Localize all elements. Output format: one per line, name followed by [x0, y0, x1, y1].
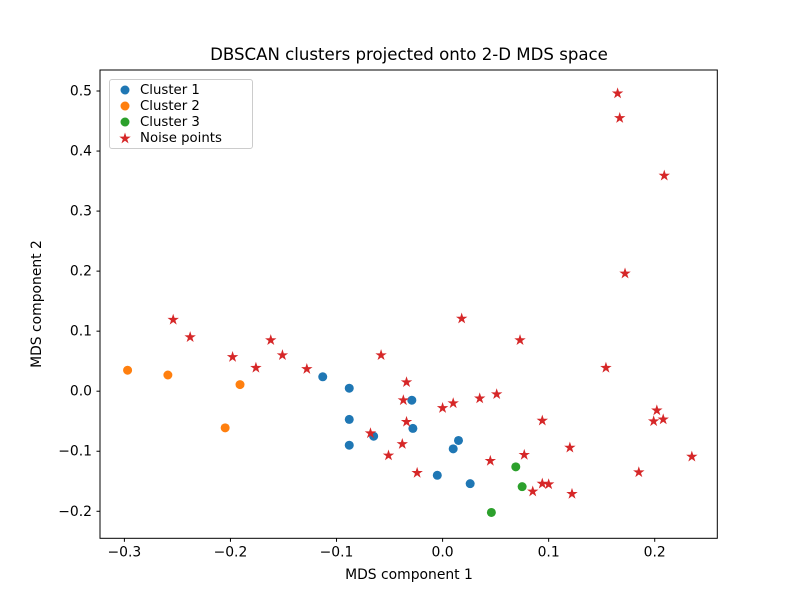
data-point	[276, 349, 289, 361]
data-point	[344, 414, 354, 424]
data-point	[167, 313, 179, 325]
data-point	[226, 350, 239, 362]
x-tick-label: 0.1	[538, 544, 560, 560]
legend-item-cluster-1: Cluster 1	[110, 82, 252, 98]
series-cluster-3	[486, 462, 527, 517]
data-point	[514, 334, 526, 346]
data-point	[536, 477, 548, 489]
data-point	[490, 388, 503, 400]
data-point	[566, 487, 578, 499]
data-point	[397, 394, 410, 406]
data-point	[220, 423, 230, 433]
data-point	[536, 414, 548, 426]
data-point	[432, 470, 442, 480]
data-point	[657, 413, 669, 425]
legend-label: Noise points	[140, 130, 222, 146]
x-tick-label: 0.2	[644, 544, 666, 560]
y-tick-label: 0.4	[70, 144, 92, 160]
x-tick-label: −0.3	[108, 544, 142, 560]
legend-label: Cluster 2	[140, 98, 200, 114]
data-point	[511, 462, 521, 472]
data-point	[123, 365, 133, 375]
data-point	[344, 383, 354, 393]
data-point	[518, 448, 530, 460]
data-point	[486, 507, 496, 517]
star-icon	[110, 130, 140, 146]
axes-frame	[99, 69, 718, 539]
series-cluster-2	[123, 365, 245, 433]
legend-item-cluster-3: Cluster 3	[110, 114, 252, 130]
data-point	[614, 112, 626, 123]
data-point	[465, 479, 475, 489]
data-point	[564, 441, 576, 453]
data-point	[408, 423, 418, 433]
x-axis-label: MDS component 1	[345, 567, 473, 583]
x-tick-label: −0.2	[214, 544, 248, 560]
legend-item-cluster-2: Cluster 2	[110, 98, 252, 114]
y-tick-label: 0.5	[70, 84, 92, 100]
legend-label: Cluster 1	[140, 82, 200, 98]
circle-icon	[110, 114, 140, 130]
y-tick-label: −0.1	[58, 444, 92, 460]
data-point	[235, 380, 245, 390]
legend: Cluster 1 Cluster 2 Cluster 3 Noise points	[109, 79, 253, 149]
data-point	[265, 334, 277, 346]
series-cluster-1	[318, 372, 475, 489]
data-point	[184, 331, 196, 343]
data-point	[344, 440, 354, 450]
data-point	[382, 449, 395, 461]
data-point	[619, 267, 631, 279]
data-point	[658, 169, 670, 181]
y-tick-label: 0.1	[70, 324, 92, 340]
circle-icon	[110, 82, 140, 98]
data-point	[364, 427, 377, 439]
data-point	[647, 415, 660, 427]
data-point	[400, 376, 413, 388]
data-point	[611, 87, 624, 99]
data-point	[447, 397, 459, 409]
data-point	[517, 482, 527, 492]
data-point	[542, 478, 555, 490]
data-point	[400, 415, 413, 427]
y-tick-label: 0.2	[70, 264, 92, 280]
data-point	[448, 444, 458, 454]
data-point	[407, 395, 417, 405]
data-point	[633, 466, 645, 478]
data-point	[454, 435, 463, 445]
data-point	[474, 392, 486, 404]
chart-title: DBSCAN clusters projected onto 2-D MDS s…	[210, 45, 608, 64]
x-tick-label: 0.0	[432, 544, 454, 560]
data-point	[527, 485, 539, 497]
y-tick-label: −0.2	[58, 504, 92, 520]
x-tick-label: −0.1	[320, 544, 354, 560]
data-point	[436, 402, 449, 413]
data-point	[455, 312, 468, 324]
data-point	[484, 454, 497, 466]
data-point	[318, 372, 328, 382]
data-point	[411, 466, 423, 478]
data-point	[301, 362, 313, 374]
y-tick-label: 0.3	[70, 204, 92, 220]
data-point	[686, 450, 698, 462]
y-tick-label: 0.0	[70, 384, 92, 400]
legend-item-noise-points: Noise points	[110, 130, 252, 146]
circle-icon	[110, 98, 140, 114]
legend-label: Cluster 3	[140, 114, 200, 130]
data-point	[375, 349, 387, 361]
data-point	[600, 361, 612, 373]
data-point	[163, 370, 173, 380]
data-point	[250, 361, 262, 373]
y-axis-label: MDS component 2	[29, 240, 45, 368]
data-point	[396, 438, 408, 449]
data-point	[651, 404, 663, 416]
series-noise-points	[167, 87, 698, 499]
